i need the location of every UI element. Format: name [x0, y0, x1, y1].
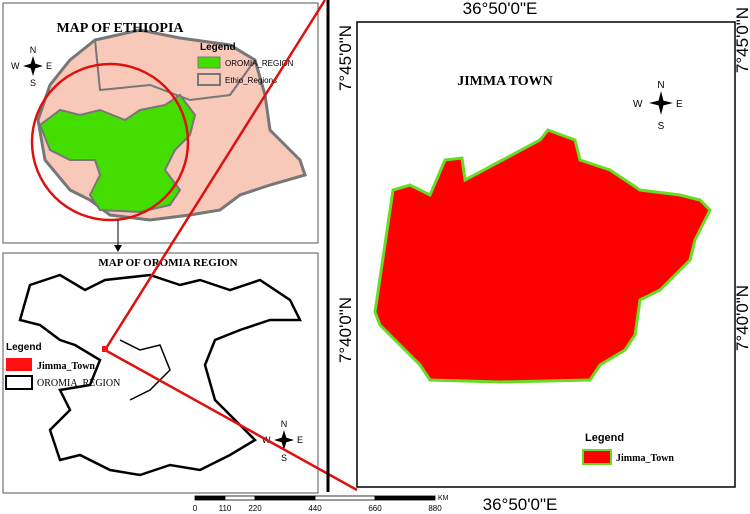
legend-label: Jimma_Town: [37, 361, 95, 372]
scale-segment: [314, 495, 376, 501]
latitude-label: 7°40'0"N: [733, 285, 750, 351]
oromia-region: [38, 93, 197, 214]
jimma-point: [102, 346, 108, 352]
scale-label: 660: [368, 504, 382, 513]
latitude-label: 7°45'0"N: [733, 7, 750, 73]
latitude-label: 7°45'0"N: [336, 25, 355, 91]
legend-swatch: [197, 73, 221, 86]
legend-label: OROMIA_REGION: [225, 59, 294, 68]
legend-swatch: [582, 449, 612, 465]
compass-e: E: [46, 61, 52, 71]
compass: N S E W: [11, 45, 52, 88]
legend-title: Legend: [585, 432, 624, 444]
compass-e: E: [297, 435, 303, 445]
longitude-label: 36°50'0"E: [463, 0, 538, 18]
jimma-town: [373, 128, 712, 384]
scale-segment: [254, 495, 316, 501]
map-title: JIMMA TOWN: [457, 74, 553, 89]
longitude-label: 36°50'0"E: [483, 495, 558, 514]
leader-line: [103, 0, 327, 351]
scale-segment: [194, 495, 226, 501]
compass-s: S: [30, 78, 36, 88]
legend-label: Jimma_Town: [616, 453, 674, 464]
legend-swatch: [197, 56, 221, 69]
scale-segment: [374, 495, 436, 501]
leader-line: [104, 348, 358, 492]
compass-w: W: [633, 99, 643, 110]
compass-w: W: [11, 61, 20, 71]
legend-title: Legend: [6, 342, 42, 353]
oromia-outline: [18, 273, 303, 477]
scale-unit: KM: [438, 495, 449, 502]
scale-label: 0: [193, 504, 198, 513]
compass-n: N: [281, 419, 288, 429]
latitude-label: 7°40'0"N: [336, 297, 355, 363]
scale-bar: 0 110 220 440 660 880 KM: [193, 495, 449, 513]
compass-s: S: [658, 121, 665, 132]
compass-s: S: [281, 453, 287, 463]
scale-segment: [224, 495, 256, 501]
compass: N S E W: [633, 80, 683, 132]
scale-label: 880: [428, 504, 442, 513]
map-title: MAP OF OROMIA REGION: [98, 257, 237, 269]
legend-label: Ethio_Regions: [225, 76, 277, 85]
compass-e: E: [676, 99, 683, 110]
scale-label: 220: [248, 504, 262, 513]
compass-n: N: [30, 45, 37, 55]
arrow: [114, 245, 122, 252]
compass-n: N: [657, 80, 664, 91]
scale-label: 440: [308, 504, 322, 513]
scale-label: 110: [219, 504, 232, 513]
legend-label: OROMIA_REGION: [37, 378, 120, 389]
map-title: MAP OF ETHIOPIA: [56, 21, 184, 36]
legend-title: Legend: [200, 42, 236, 53]
legend-swatch: [5, 375, 33, 390]
highlight-circle: [30, 62, 190, 222]
legend-swatch: [6, 358, 32, 371]
inner-border: [119, 339, 171, 401]
